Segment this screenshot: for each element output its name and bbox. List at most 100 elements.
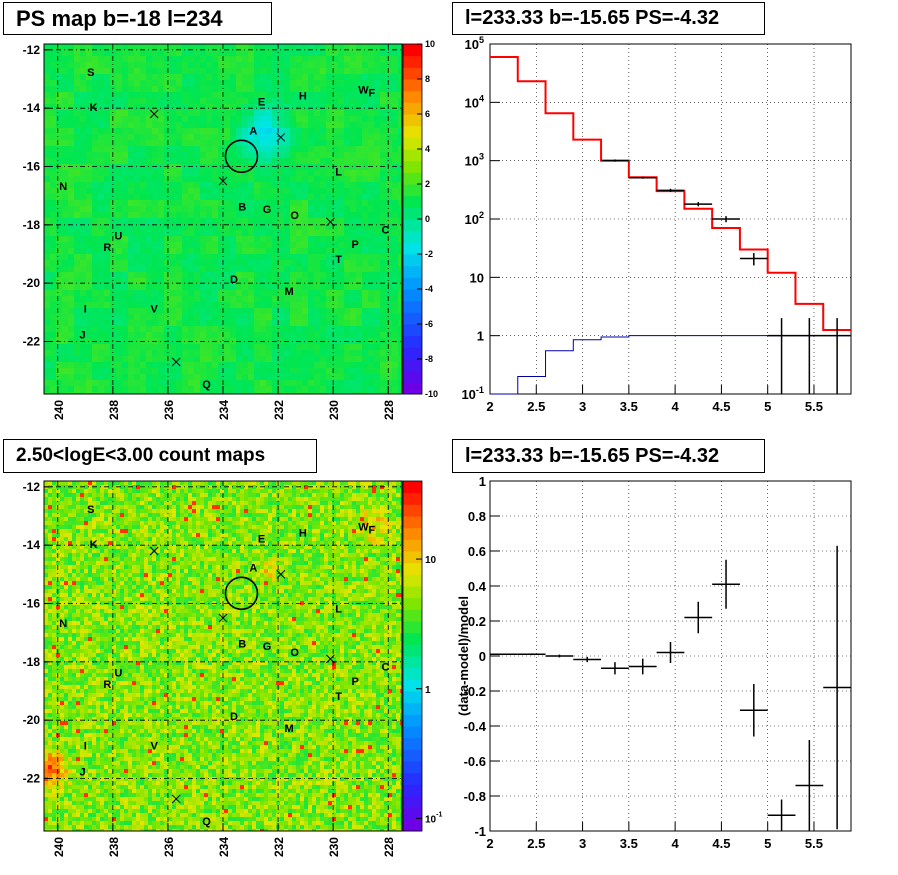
map-pixel	[320, 194, 326, 200]
map-pixel	[92, 521, 96, 525]
map-pixel	[158, 344, 164, 350]
map-pixel	[104, 320, 110, 326]
map-pixel	[132, 481, 136, 485]
map-pixel	[212, 533, 216, 537]
map-pixel	[148, 493, 152, 497]
map-pixel	[356, 362, 362, 368]
map-pixel	[128, 68, 134, 74]
map-pixel	[144, 529, 148, 533]
map-pixel	[224, 218, 230, 224]
map-pixel	[48, 529, 52, 533]
map-pixel	[364, 521, 368, 525]
map-pixel	[384, 505, 388, 509]
map-pixel	[256, 481, 260, 485]
map-pixel	[164, 242, 170, 248]
map-pixel	[128, 128, 134, 134]
map-pixel	[68, 338, 74, 344]
map-pixel	[156, 489, 160, 493]
map-pixel	[116, 320, 122, 326]
map-pixel	[332, 481, 336, 485]
map-pixel	[264, 537, 268, 541]
map-pixel	[380, 128, 386, 134]
map-pixel	[68, 509, 72, 513]
map-pixel	[164, 74, 170, 80]
map-pixel	[128, 122, 134, 128]
map-pixel	[98, 116, 104, 122]
map-pixel	[124, 521, 128, 525]
map-pixel	[336, 485, 340, 489]
map-pixel	[356, 248, 362, 254]
map-pixel	[216, 489, 220, 493]
map-pixel	[122, 92, 128, 98]
map-pixel	[368, 44, 374, 50]
map-pixel	[68, 326, 74, 332]
map-pixel	[44, 134, 50, 140]
map-pixel	[224, 501, 228, 505]
map-pixel	[230, 218, 236, 224]
map-pixel	[62, 296, 68, 302]
map-pixel	[368, 152, 374, 158]
map-pixel	[218, 188, 224, 194]
map-pixel	[338, 362, 344, 368]
map-pixel	[338, 68, 344, 74]
map-pixel	[332, 236, 338, 242]
map-pixel	[74, 194, 80, 200]
map-pixel	[338, 380, 344, 386]
map-pixel	[140, 362, 146, 368]
map-pixel	[348, 509, 352, 513]
map-pixel	[272, 242, 278, 248]
map-pixel	[224, 308, 230, 314]
map-pixel	[206, 152, 212, 158]
map-pixel	[50, 152, 56, 158]
map-pixel	[290, 116, 296, 122]
map-pixel	[328, 529, 332, 533]
map-pixel	[146, 176, 152, 182]
map-pixel	[356, 80, 362, 86]
map-pixel	[302, 308, 308, 314]
map-pixel	[296, 501, 300, 505]
map-pixel	[296, 517, 300, 521]
map-pixel	[392, 326, 398, 332]
map-pixel	[372, 513, 376, 517]
map-pixel	[398, 302, 402, 308]
map-pixel	[218, 44, 224, 50]
map-pixel	[266, 212, 272, 218]
map-pixel	[206, 104, 212, 110]
map-pixel	[56, 296, 62, 302]
map-pixel	[256, 497, 260, 501]
map-pixel	[350, 302, 356, 308]
map-pixel	[236, 517, 240, 521]
map-pixel	[344, 521, 348, 525]
map-pixel	[122, 338, 128, 344]
map-pixel	[128, 98, 134, 104]
map-pixel	[344, 188, 350, 194]
map-pixel	[392, 374, 398, 380]
map-pixel	[88, 485, 92, 489]
source-cross	[326, 217, 335, 227]
map-pixel	[74, 134, 80, 140]
map-pixel	[50, 110, 56, 116]
map-pixel	[56, 380, 62, 386]
map-pixel	[218, 182, 224, 188]
map-pixel	[76, 509, 80, 513]
map-pixel	[344, 284, 350, 290]
map-pixel	[316, 501, 320, 505]
map-pixel	[182, 362, 188, 368]
map-pixel	[326, 92, 332, 98]
map-pixel	[290, 182, 296, 188]
map-pixel	[272, 320, 278, 326]
map-pixel	[254, 320, 260, 326]
map-pixel	[280, 525, 284, 529]
map-pixel	[74, 122, 80, 128]
map-pixel	[376, 521, 380, 525]
map-pixel	[326, 302, 332, 308]
map-pixel	[290, 224, 296, 230]
map-pixel	[296, 481, 300, 485]
map-pixel	[332, 206, 338, 212]
map-pixel	[50, 218, 56, 224]
map-pixel	[158, 170, 164, 176]
map-pixel	[272, 525, 276, 529]
map-pixel	[248, 380, 254, 386]
map-pixel	[158, 356, 164, 362]
map-pixel	[48, 501, 52, 505]
